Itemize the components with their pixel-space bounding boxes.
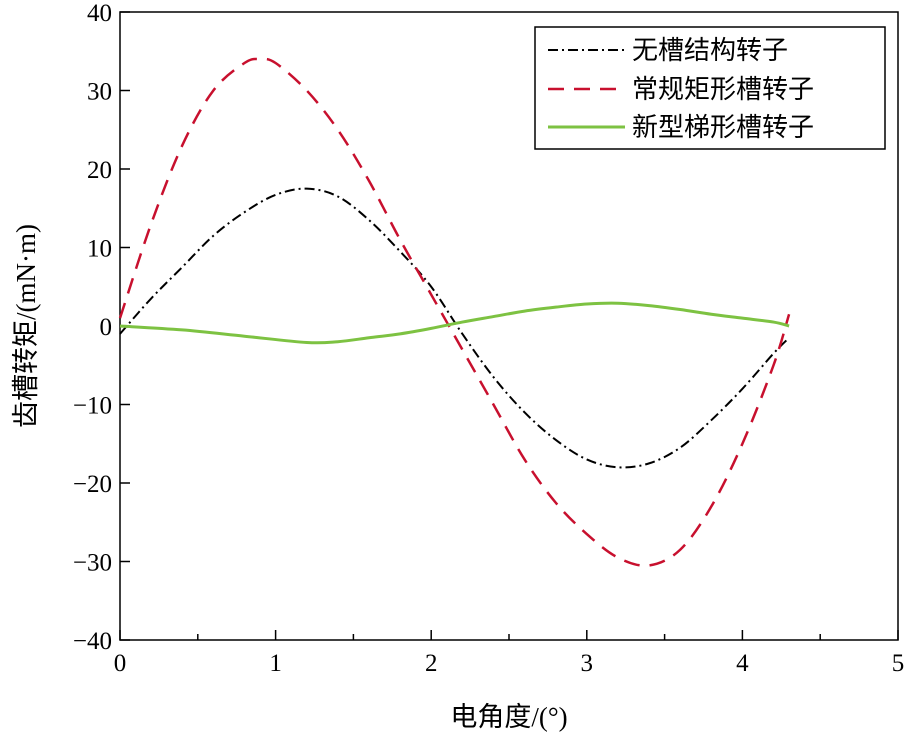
legend-label-2: 新型梯形槽转子 bbox=[632, 113, 814, 142]
x-tick-label: 4 bbox=[736, 650, 749, 677]
legend-label-0: 无槽结构转子 bbox=[632, 36, 788, 65]
series-line-0 bbox=[119, 187, 790, 469]
y-tick-label: 0 bbox=[100, 314, 113, 341]
y-tick-label: 20 bbox=[87, 157, 112, 184]
y-tick-label: −40 bbox=[73, 628, 112, 655]
y-tick-label: −30 bbox=[73, 550, 112, 577]
x-tick-label: 3 bbox=[581, 650, 594, 677]
legend: 无槽结构转子 常规矩形槽转子 新型梯形槽转子 bbox=[534, 26, 886, 150]
y-tick-label: 10 bbox=[87, 236, 112, 263]
y-axis-label: 齿槽转矩/(mN·m) bbox=[11, 224, 41, 428]
x-tick-label: 5 bbox=[892, 650, 905, 677]
y-tick-label: −20 bbox=[73, 471, 112, 498]
y-tick-label: 40 bbox=[87, 0, 112, 27]
legend-box bbox=[534, 26, 886, 150]
y-tick-label: −10 bbox=[73, 393, 112, 420]
series-line-1 bbox=[118, 57, 791, 567]
x-tick-label: 1 bbox=[269, 650, 282, 677]
x-tick-label: 2 bbox=[425, 650, 438, 677]
legend-label-1: 常规矩形槽转子 bbox=[632, 75, 814, 104]
x-tick-label: 0 bbox=[114, 650, 127, 677]
x-axis-label: 电角度/(°) bbox=[450, 702, 567, 732]
y-tick-label: 30 bbox=[87, 79, 112, 106]
series-line-2 bbox=[119, 301, 790, 345]
